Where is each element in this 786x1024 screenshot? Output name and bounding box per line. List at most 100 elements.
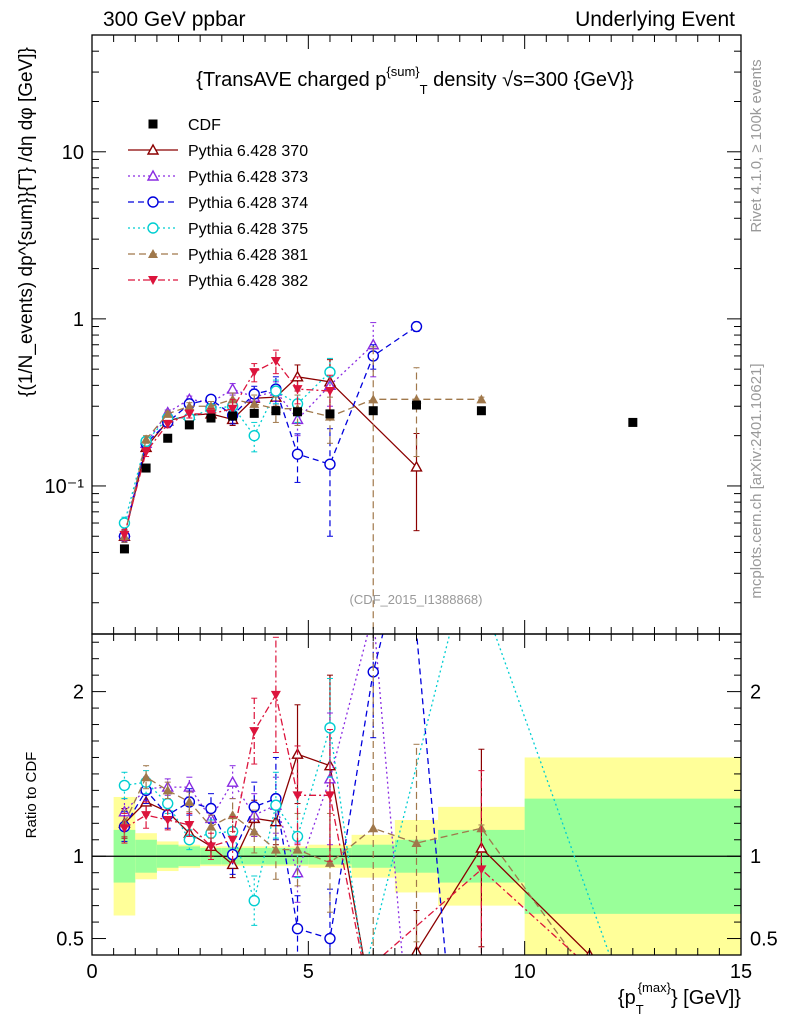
ratio-point [205,802,217,815]
ratio-point [324,791,335,801]
header-left: 300 GeV ppbar [103,8,246,31]
data-point [270,385,282,397]
analysis-tag: (CDF_2015_I1388868) [350,592,483,607]
ratio-point [205,821,216,831]
legend-label: Pythia 6.428 370 [188,143,308,160]
data-point [293,407,303,417]
ratio-point [226,775,239,787]
legend-label: Pythia 6.428 382 [188,273,308,290]
ratio-point [162,785,173,795]
ratio-point [291,922,304,935]
data-point [368,394,379,404]
ratio-point [270,799,282,811]
ratio-axis-label: Ratio to CDF [23,752,40,839]
ratio-point [249,727,260,737]
data-point [119,530,130,540]
data-point [270,356,281,366]
legend-marker [147,222,159,234]
x-tick-label: 10 [514,961,536,983]
ticks: 0 5 10 15 10⁻¹ 1 10 0.5 0.5 1 1 2 2 [45,34,778,983]
ratio-tick-label-right: 0.5 [750,929,778,951]
data-point [324,458,336,470]
data-point [476,406,486,416]
ratio-point [270,690,281,700]
ratio-point [292,844,303,854]
legend-marker [148,119,158,129]
legend-label: Pythia 6.428 373 [188,169,308,186]
data-point [249,398,260,408]
data-point [412,400,421,410]
legend-marker [148,276,158,285]
legend: CDF Pythia 6.428 370 Pythia 6.428 373 Pythi… [128,117,308,290]
data-point [368,406,378,416]
ratio-tick-label-right: 1 [750,846,761,868]
legend-label: CDF [188,117,221,134]
ratio-point [162,797,174,810]
legend-marker [146,169,160,181]
x-tick-label: 5 [303,961,314,983]
data-point [119,544,129,554]
x-tick-label: 0 [86,961,97,983]
ratio-point [119,824,130,834]
data-point [184,420,194,430]
data-point [410,460,423,472]
data-point [162,408,173,418]
data-point [184,401,195,411]
legend-marker [147,196,159,208]
ratio-point [368,823,379,833]
data-point [141,463,151,473]
data-point [227,404,238,414]
data-point [292,385,303,395]
ratio-point [324,857,335,867]
data-point [226,382,239,394]
ratio-point [476,865,487,875]
data-point [249,408,259,418]
main-series [118,320,638,634]
series-line [123,360,331,535]
data-point [628,417,638,427]
ratio-point [118,779,131,792]
ratio-point [227,835,238,845]
legend-label: Pythia 6.428 374 [188,195,308,212]
data-point [325,409,335,419]
ratio-tick-label-left: 0.5 [56,929,84,951]
series-line [123,344,374,533]
x-tick-label: 15 [730,961,752,983]
y-tick-label: 10⁻¹ [45,476,85,498]
header-right: Underlying Event [575,8,735,31]
ratio-point [248,801,260,813]
ratio-point [141,772,152,782]
data-point [291,448,304,460]
data-point [141,447,152,457]
data-point [206,413,216,423]
data-point [162,419,173,429]
data-point [271,406,281,416]
ratio-tick-label-left: 1 [73,846,84,868]
ratio-tick-label-left: 2 [73,682,84,704]
legend-label: Pythia 6.428 375 [188,221,308,238]
ratio-point [270,844,281,854]
mcplots-label: mcplots.cern.ch [arXiv:2401.10621] [748,363,765,598]
data-point [228,411,238,421]
series-line [123,398,482,537]
ratio-point [324,722,336,734]
data-point [141,434,152,444]
data-point [205,401,216,411]
data-point [163,433,173,443]
ratio-point [141,811,152,821]
ratio-tick-label-right: 2 [750,682,761,704]
data-point [410,320,423,333]
data-point [248,429,260,442]
ratio-point [292,791,303,801]
data-point [184,409,195,419]
ratio-point [411,838,422,848]
rivet-label: Rivet 4.1.0, ≥ 100k events [748,59,765,232]
y-axis-label: {(1/N_events) dp^{sum}}{T} /dη dφ [GeV]} [16,47,37,397]
ratio-point [205,842,216,852]
ratio-series [118,634,611,955]
x-axis-label: {pT{max}} [GeV]} [618,980,741,1017]
data-point [476,394,487,404]
y-tick-label: 1 [73,309,84,331]
ratio-point [162,816,173,826]
